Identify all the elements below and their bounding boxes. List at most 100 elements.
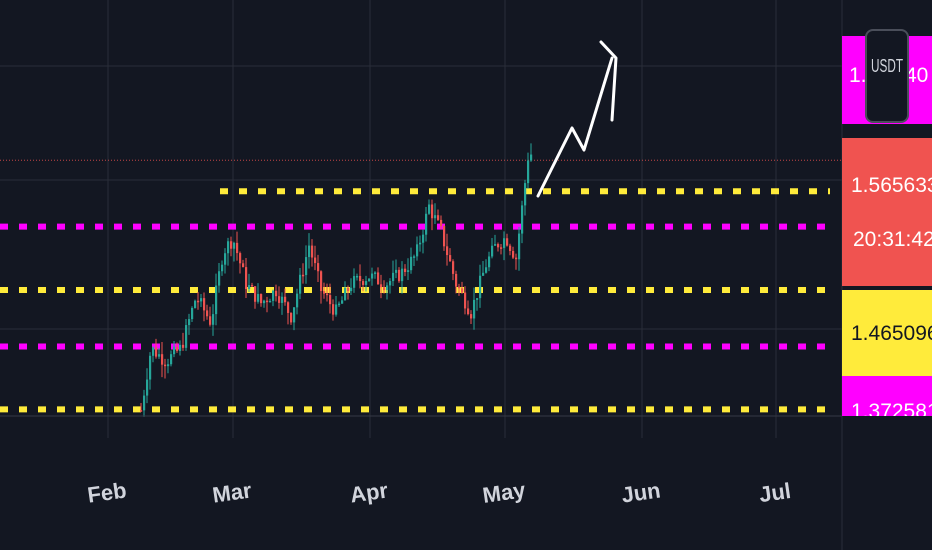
candle-body [242, 263, 245, 268]
candle-body [257, 294, 260, 302]
candle-body [251, 285, 254, 287]
candle-body [347, 287, 350, 292]
candle-body [380, 284, 383, 288]
candle-body [278, 296, 281, 303]
candle-body [221, 264, 224, 272]
candle-body [275, 290, 278, 297]
candle-body [482, 272, 485, 276]
candle-body [413, 256, 416, 258]
candle-body [170, 354, 173, 365]
candle-body [500, 247, 503, 249]
candle-body [362, 281, 365, 285]
candle-body [428, 204, 431, 214]
projection-arrow [536, 40, 618, 198]
candle-body [335, 304, 338, 315]
price-label-text: 1.56563308 [851, 174, 932, 197]
candle-body [299, 274, 302, 294]
candle-body [458, 286, 461, 289]
candle-body [473, 299, 476, 319]
candle-body [266, 300, 269, 303]
candle-body [212, 314, 215, 325]
candle-body [395, 269, 398, 273]
candle-body [485, 267, 488, 273]
candle-body [455, 273, 458, 287]
candle-body [161, 354, 164, 365]
candle-body [179, 344, 182, 351]
candle-body [521, 205, 524, 234]
arrow-head [599, 40, 618, 122]
candle-body [272, 290, 275, 301]
candle-body [284, 296, 287, 303]
candle-body [191, 307, 194, 320]
candle-body [149, 355, 152, 380]
price-label-text: 1.37258172 [851, 400, 932, 423]
candle-body [158, 354, 161, 357]
candle-body [317, 263, 320, 272]
candle-body [497, 244, 500, 248]
candle-body [491, 245, 494, 257]
candle-body [386, 285, 389, 291]
candle-body [305, 257, 308, 276]
currency-badge-box [865, 29, 909, 123]
x-tick-label: May [481, 477, 528, 508]
x-tick-label: Jun [620, 477, 662, 507]
candle-body [218, 271, 221, 286]
candle-body [356, 275, 359, 278]
candle-body [140, 410, 143, 412]
grid [0, 0, 842, 438]
candle-body [164, 364, 167, 367]
candle-body [470, 314, 473, 319]
x-tick-label: Mar [211, 477, 254, 507]
candle-body [341, 300, 344, 304]
candle-body [416, 244, 419, 257]
candle-body [281, 296, 284, 303]
candle-body [446, 246, 449, 256]
candle-body [440, 219, 443, 227]
candle-body [146, 379, 149, 396]
candle-body [431, 204, 434, 219]
candle-body [443, 226, 446, 247]
candle-body [371, 273, 374, 279]
candle-body [383, 287, 386, 291]
candle-body [287, 302, 290, 313]
candle-body [359, 275, 362, 282]
candle-body [206, 310, 209, 317]
candle-body [434, 215, 437, 219]
candle-body [215, 285, 218, 315]
candle-body [422, 234, 425, 243]
candle-body [461, 288, 464, 293]
candle-body [410, 256, 413, 271]
candle-body [350, 287, 353, 292]
candle-body [188, 319, 191, 326]
candle-body [374, 272, 377, 274]
candle-body [437, 215, 440, 220]
currency-badge[interactable]: USDT [865, 29, 909, 123]
candle-body [488, 256, 491, 268]
candle-body [182, 344, 185, 348]
candle-body [260, 294, 263, 304]
candle-body [503, 238, 506, 248]
candle-body [155, 347, 158, 357]
candle-body [398, 269, 401, 282]
candle-body [527, 160, 530, 184]
candle-body [494, 244, 497, 246]
candle-body [293, 307, 296, 323]
candle-body [401, 268, 404, 282]
candle-body [314, 257, 317, 264]
candle-body [308, 245, 311, 258]
price-label-box [842, 138, 932, 286]
candle-body [524, 183, 527, 206]
horizontal-levels [0, 159, 842, 413]
candle-body [329, 295, 332, 305]
price-label-text: 1. [849, 64, 867, 87]
price-label-text: 1.46509612 [851, 322, 932, 345]
candle-body [464, 292, 467, 309]
x-axis-ticks: Feb Mar Apr May Jun Jul [86, 477, 793, 508]
price-label-box [842, 376, 932, 416]
candle-body [338, 303, 341, 306]
candle-body [353, 276, 356, 288]
candle-body [230, 241, 233, 249]
candle-body [263, 300, 266, 304]
candle-body [419, 242, 422, 245]
